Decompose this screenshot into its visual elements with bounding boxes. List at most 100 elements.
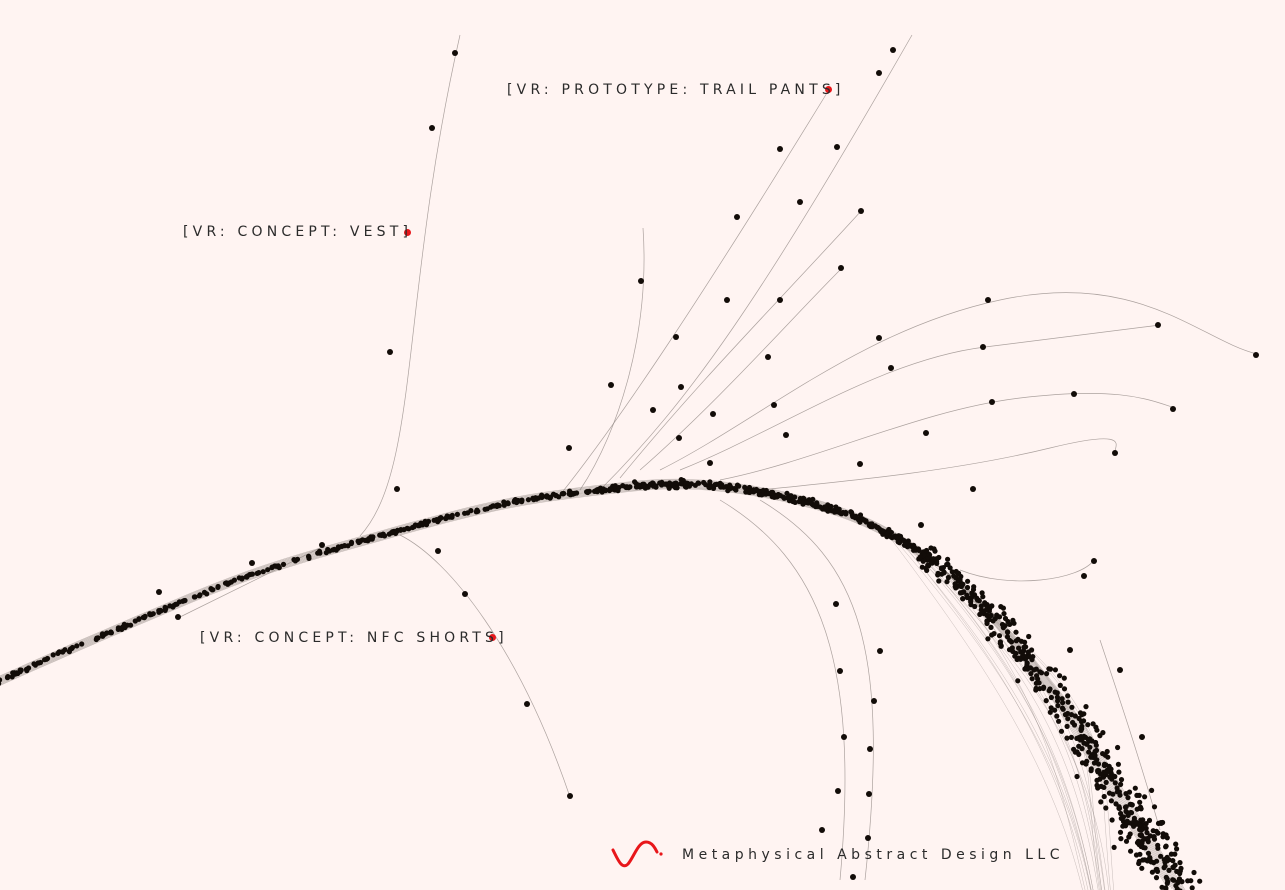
node xyxy=(819,827,825,833)
node xyxy=(1081,740,1087,746)
edge xyxy=(559,87,831,496)
node xyxy=(530,495,536,501)
node xyxy=(1036,680,1042,686)
node xyxy=(1154,858,1160,864)
node xyxy=(1120,818,1127,825)
node xyxy=(1069,704,1075,710)
node xyxy=(964,592,970,598)
node xyxy=(236,575,242,581)
node xyxy=(1151,804,1158,810)
node xyxy=(1092,752,1098,759)
node xyxy=(952,581,958,587)
node xyxy=(927,552,933,558)
node xyxy=(718,484,724,490)
node xyxy=(615,488,621,494)
node xyxy=(790,498,796,505)
node xyxy=(1174,868,1180,875)
trail-pants-node[interactable] xyxy=(825,86,832,93)
node xyxy=(1108,798,1114,804)
node xyxy=(1134,792,1140,799)
node xyxy=(736,483,742,489)
node xyxy=(1007,621,1013,628)
node xyxy=(731,486,738,492)
node xyxy=(710,485,717,491)
node xyxy=(1158,853,1164,859)
node xyxy=(886,528,893,534)
node xyxy=(837,668,843,674)
node xyxy=(969,590,975,596)
node xyxy=(1118,810,1124,817)
node xyxy=(1081,718,1087,724)
node xyxy=(280,561,287,568)
node xyxy=(175,614,181,620)
node xyxy=(1137,826,1143,833)
node xyxy=(1159,884,1165,890)
node xyxy=(935,572,941,578)
node xyxy=(1054,694,1060,700)
node xyxy=(94,635,100,641)
nfc-shorts-node[interactable] xyxy=(489,634,496,641)
node xyxy=(657,480,663,486)
edge xyxy=(0,486,1182,890)
node xyxy=(1094,782,1100,789)
node xyxy=(204,591,210,597)
node xyxy=(678,481,684,487)
edge xyxy=(0,480,1170,888)
node xyxy=(1129,802,1135,808)
node xyxy=(74,643,80,649)
node xyxy=(443,515,449,521)
node xyxy=(980,344,986,350)
node xyxy=(925,562,931,568)
node xyxy=(1074,749,1080,755)
node xyxy=(858,208,864,214)
node xyxy=(929,560,935,566)
node xyxy=(1155,830,1161,836)
node xyxy=(1151,836,1158,842)
edge xyxy=(0,484,1179,890)
node xyxy=(960,581,966,587)
edge xyxy=(719,499,846,881)
node xyxy=(1084,758,1090,764)
node xyxy=(1010,617,1016,624)
node xyxy=(501,502,507,508)
node xyxy=(1048,694,1054,701)
vest-node[interactable] xyxy=(404,229,411,236)
node xyxy=(949,569,955,575)
node xyxy=(785,495,791,501)
node xyxy=(1055,698,1061,704)
edge xyxy=(0,483,1178,890)
node xyxy=(857,461,863,467)
edge xyxy=(719,393,1176,481)
node xyxy=(1109,817,1115,823)
node xyxy=(934,560,940,567)
node xyxy=(1083,704,1089,710)
node xyxy=(1138,817,1144,823)
node xyxy=(956,570,962,576)
node xyxy=(1161,865,1167,871)
node xyxy=(356,539,362,546)
node xyxy=(916,547,922,554)
node xyxy=(988,624,994,631)
node xyxy=(136,616,142,622)
node xyxy=(524,701,530,707)
edge xyxy=(619,209,863,479)
node xyxy=(1033,666,1039,672)
node xyxy=(803,499,809,505)
node xyxy=(1065,716,1071,722)
node xyxy=(1108,770,1114,776)
node xyxy=(984,612,990,619)
node xyxy=(755,488,761,494)
edge xyxy=(759,438,1117,491)
node xyxy=(784,490,790,496)
node xyxy=(1170,864,1176,871)
node xyxy=(1166,867,1172,874)
node xyxy=(1033,687,1039,693)
node xyxy=(1136,822,1143,828)
node xyxy=(100,633,106,639)
node xyxy=(429,125,435,131)
node xyxy=(1076,715,1082,722)
node xyxy=(865,835,871,841)
node xyxy=(319,542,325,548)
